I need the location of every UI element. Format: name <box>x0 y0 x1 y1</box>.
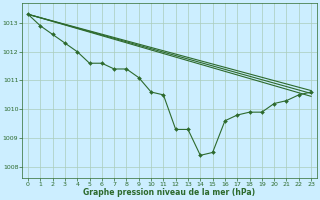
X-axis label: Graphe pression niveau de la mer (hPa): Graphe pression niveau de la mer (hPa) <box>84 188 256 197</box>
